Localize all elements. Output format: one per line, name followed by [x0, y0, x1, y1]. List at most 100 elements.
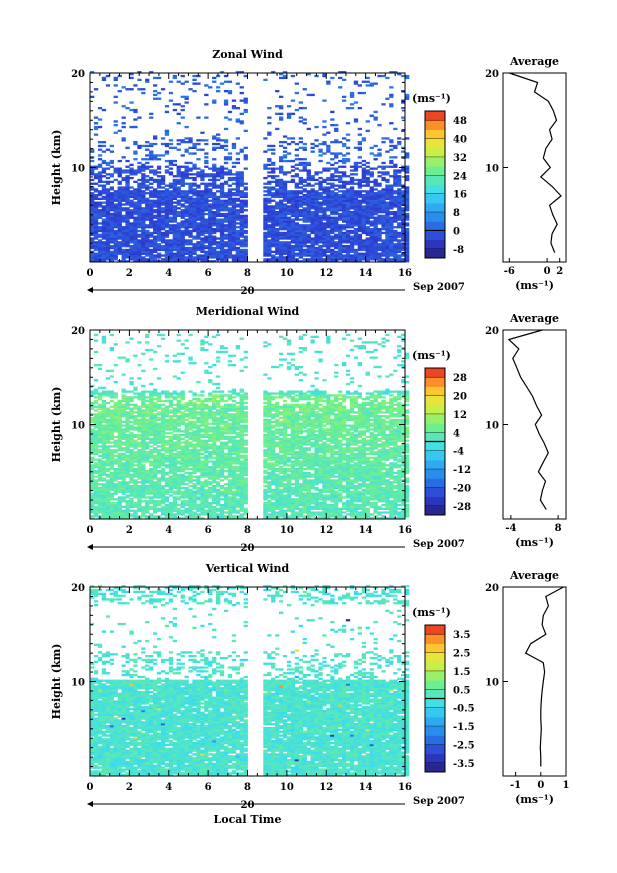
heatmap-cell: [160, 175, 166, 178]
heatmap-cell: [204, 103, 209, 106]
heatmap-cell: [338, 248, 343, 252]
heatmap-cell: [401, 254, 406, 257]
heatmap-cell: [279, 258, 284, 261]
heatmap-cell: [357, 91, 362, 95]
heatmap-cell: [141, 182, 146, 185]
heatmap-cell: [279, 235, 284, 238]
heatmap-cell: [121, 86, 126, 89]
heatmap-cell: [338, 237, 343, 240]
heatmap-cell: [342, 241, 347, 244]
heatmap-cell: [290, 201, 296, 204]
heatmap-cell: [125, 513, 130, 516]
heatmap-cell: [133, 173, 138, 176]
heatmap-cell: [330, 158, 335, 161]
heatmap-cell: [105, 469, 111, 473]
heatmap-cell: [263, 239, 268, 242]
heatmap-cell: [334, 161, 339, 165]
heatmap-cell: [125, 229, 130, 233]
heatmap-cell: [401, 199, 406, 202]
heatmap-cell: [235, 182, 240, 185]
heatmap-cell: [141, 494, 146, 497]
heatmap-cell: [180, 233, 185, 236]
heatmap-cell: [290, 224, 296, 227]
heatmap-cell: [405, 233, 410, 236]
heatmap-cell: [349, 95, 355, 98]
heatmap-cell: [129, 498, 134, 501]
heatmap-cell: [125, 235, 130, 238]
heatmap-cell: [117, 405, 122, 408]
heatmap-cell: [318, 197, 323, 200]
heatmap-cell: [405, 194, 410, 197]
heatmap-cell: [156, 209, 162, 212]
heatmap-cell: [145, 447, 150, 450]
heatmap-cell: [90, 156, 95, 159]
heatmap-cell: [227, 212, 233, 216]
heatmap-cell: [318, 241, 323, 244]
heatmap-cell: [133, 494, 138, 497]
x-tick-label: 6: [205, 268, 212, 279]
heatmap-cell: [121, 433, 126, 437]
heatmap-cell: [235, 161, 240, 165]
heatmap-cell: [227, 233, 233, 236]
heatmap-cell: [200, 175, 205, 178]
heatmap-cell: [279, 220, 284, 223]
heatmap-cell: [153, 398, 158, 401]
heatmap-cell: [231, 211, 237, 214]
heatmap-cell: [334, 129, 339, 132]
heatmap-cell: [117, 433, 122, 437]
heatmap-cell: [129, 224, 134, 227]
heatmap-cell: [113, 454, 118, 457]
heatmap-cell: [334, 154, 339, 157]
heatmap-cell: [377, 246, 382, 250]
heatmap-cell: [405, 260, 410, 263]
heatmap-cell: [216, 171, 221, 174]
heatmap-cell: [101, 507, 107, 510]
heatmap-cell: [235, 218, 240, 221]
heatmap-cell: [101, 341, 107, 344]
heatmap-cell: [137, 443, 142, 446]
colorbar-segment: [425, 221, 445, 231]
heatmap-cell: [172, 76, 177, 80]
heatmap-cell: [149, 194, 154, 197]
heatmap-cell: [326, 80, 331, 83]
heatmap-cell: [160, 197, 166, 200]
heatmap-cell: [164, 142, 170, 146]
heatmap-cell: [180, 248, 185, 252]
x-tick-label: 10: [280, 268, 294, 279]
heatmap-cell: [90, 407, 95, 410]
heatmap-cell: [137, 458, 142, 461]
heatmap-cell: [342, 239, 347, 242]
heatmap-cell: [90, 246, 95, 250]
heatmap-cell: [306, 239, 311, 242]
heatmap-cell: [93, 479, 99, 482]
heatmap-cell: [223, 228, 229, 231]
heatmap-cell: [121, 452, 126, 456]
heatmap-cell: [101, 503, 107, 507]
heatmap-cell: [231, 260, 237, 263]
heatmap-cell: [216, 86, 221, 89]
heatmap-cell: [176, 203, 181, 206]
heatmap-cell: [314, 250, 319, 253]
heatmap-cell: [121, 248, 126, 252]
heatmap-cell: [101, 229, 107, 233]
heatmap-cell: [160, 239, 166, 242]
heatmap-cell: [149, 456, 154, 459]
heatmap-cell: [105, 201, 111, 204]
heatmap-cell: [389, 229, 394, 233]
heatmap-cell: [342, 254, 347, 257]
heatmap-cell: [145, 403, 150, 406]
heatmap-cell: [361, 169, 366, 172]
heatmap-cell: [353, 209, 359, 212]
heatmap-cell: [176, 169, 181, 172]
heatmap-cell: [137, 165, 142, 168]
heatmap-cell: [330, 197, 335, 200]
heatmap-cell: [156, 224, 162, 227]
heatmap-cell: [105, 241, 111, 244]
heatmap-cell: [200, 224, 205, 227]
heatmap-cell: [298, 158, 303, 161]
heatmap-cell: [267, 182, 272, 185]
heatmap-cell: [357, 207, 362, 210]
heatmap-cell: [176, 250, 181, 253]
heatmap-cell: [290, 218, 296, 221]
heatmap-cell: [156, 469, 162, 473]
